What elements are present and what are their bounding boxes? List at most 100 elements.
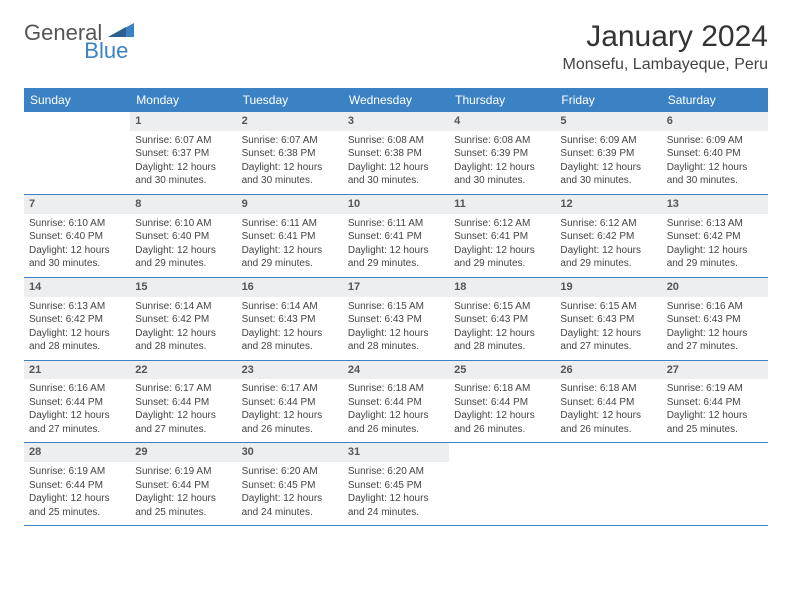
day-cell: 24Sunrise: 6:18 AMSunset: 6:44 PMDayligh… (343, 361, 449, 443)
day-cell: 25Sunrise: 6:18 AMSunset: 6:44 PMDayligh… (449, 361, 555, 443)
sunrise-text: Sunrise: 6:17 AM (135, 382, 231, 396)
sunset-text: Sunset: 6:43 PM (348, 313, 444, 327)
calendar-body: 1 Sunrise: 6:07 AMSunset: 6:37 PM Daylight… (24, 112, 768, 526)
daylight-text: Daylight: 12 hours and 25 minutes. (29, 492, 125, 519)
day-headers-row: SundayMondayTuesdayWednesdayThursdayFrid… (24, 88, 768, 112)
day-number: 30 (237, 443, 343, 462)
daylight-text: Daylight: 12 hours and 29 minutes. (348, 244, 444, 271)
day-cell: 30Sunrise: 6:20 AMSunset: 6:45 PMDayligh… (237, 443, 343, 525)
day-header: Saturday (662, 88, 768, 112)
sunset-text: Sunset: 6:42 PM (29, 313, 125, 327)
sunset-text: Sunset: 6:44 PM (560, 396, 656, 410)
day-number: 22 (130, 361, 236, 380)
day-number: 20 (662, 278, 768, 297)
sunrise-text: Sunrise: 6:15 AM (348, 300, 444, 314)
sunrise-text: Sunrise: 6:08 AM (348, 134, 444, 148)
daylight-text: Daylight: 12 hours and 26 minutes. (454, 409, 550, 436)
sunset-text: Sunset: 6:41 PM (454, 230, 550, 244)
day-cell: 5Sunrise: 6:09 AMSunset: 6:39 PMDaylight… (555, 112, 661, 194)
day-number: 18 (449, 278, 555, 297)
calendar: SundayMondayTuesdayWednesdayThursdayFrid… (24, 88, 768, 526)
daylight-text: Daylight: 12 hours and 27 minutes. (560, 327, 656, 354)
day-number: 4 (449, 112, 555, 131)
week-row: 28 Sunrise: 6:19 AMSunset: 6:44 PM Dayligh… (24, 443, 768, 526)
day-cell: 2Sunrise: 6:07 AMSunset: 6:38 PMDaylight… (237, 112, 343, 194)
daylight-text: Daylight: 12 hours and 27 minutes. (135, 409, 231, 436)
sunrise-text: Sunrise: 6:20 AM (242, 465, 338, 479)
week-row: 21Sunrise: 6:16 AMSunset: 6:44 PMDayligh… (24, 361, 768, 444)
day-cell: 23Sunrise: 6:17 AMSunset: 6:44 PMDayligh… (237, 361, 343, 443)
sunrise-text: Sunrise: 6:14 AM (135, 300, 231, 314)
day-cell: 7Sunrise: 6:10 AMSunset: 6:40 PMDaylight… (24, 195, 130, 277)
week-row: 7Sunrise: 6:10 AMSunset: 6:40 PMDaylight… (24, 195, 768, 278)
day-number: 27 (662, 361, 768, 380)
day-number: 14 (24, 278, 130, 297)
day-cell: 29Sunrise: 6:19 AMSunset: 6:44 PMDayligh… (130, 443, 236, 525)
daylight-text: Daylight: 12 hours and 28 minutes. (348, 327, 444, 354)
sunrise-text: Sunrise: 6:19 AM (667, 382, 763, 396)
daylight-text: Daylight: 12 hours and 29 minutes. (242, 244, 338, 271)
day-number: 17 (343, 278, 449, 297)
sunrise-text: Sunrise: 6:12 AM (454, 217, 550, 231)
day-cell: 21Sunrise: 6:16 AMSunset: 6:44 PMDayligh… (24, 361, 130, 443)
day-number: 1 (130, 112, 236, 131)
sunset-text: Sunset: 6:40 PM (135, 230, 231, 244)
daylight-text: Daylight: 12 hours and 30 minutes. (348, 161, 444, 188)
sunrise-text: Sunrise: 6:19 AM (135, 465, 231, 479)
daylight-text: Daylight: 12 hours and 30 minutes. (454, 161, 550, 188)
day-cell: 6Sunrise: 6:09 AMSunset: 6:40 PMDaylight… (662, 112, 768, 194)
sunset-text: Sunset: 6:43 PM (560, 313, 656, 327)
sunset-text: Sunset: 6:45 PM (348, 479, 444, 493)
day-number: 26 (555, 361, 661, 380)
day-header: Monday (130, 88, 236, 112)
sunset-text: Sunset: 6:40 PM (667, 147, 763, 161)
day-header: Friday (555, 88, 661, 112)
daylight-text: Daylight: 12 hours and 29 minutes. (667, 244, 763, 271)
day-number: 11 (449, 195, 555, 214)
sunset-text: Sunset: 6:37 PM (135, 147, 231, 161)
day-number: 21 (24, 361, 130, 380)
sunrise-text: Sunrise: 6:09 AM (667, 134, 763, 148)
day-cell: 10Sunrise: 6:11 AMSunset: 6:41 PMDayligh… (343, 195, 449, 277)
daylight-text: Daylight: 12 hours and 30 minutes. (667, 161, 763, 188)
sunrise-text: Sunrise: 6:15 AM (560, 300, 656, 314)
day-cell (449, 443, 555, 525)
daylight-text: Daylight: 12 hours and 25 minutes. (667, 409, 763, 436)
sunset-text: Sunset: 6:41 PM (242, 230, 338, 244)
day-cell: 28Sunrise: 6:19 AMSunset: 6:44 PMDayligh… (24, 443, 130, 525)
sunrise-text: Sunrise: 6:08 AM (454, 134, 550, 148)
day-header: Wednesday (343, 88, 449, 112)
day-cell: 14 Sunrise: 6:13 AMSunset: 6:42 PMDayligh… (24, 278, 130, 360)
location-text: Monsefu, Lambayeque, Peru (563, 56, 768, 74)
day-number: 31 (343, 443, 449, 462)
sunset-text: Sunset: 6:44 PM (135, 479, 231, 493)
day-cell (555, 443, 661, 525)
sunrise-text: Sunrise: 6:07 AM (135, 134, 231, 148)
sunset-text: Sunset: 6:39 PM (454, 147, 550, 161)
day-cell: 4 Sunrise: 6:08 AMSunset: 6:39 PMDaylight… (449, 112, 555, 194)
daylight-text: Daylight: 12 hours and 26 minutes. (560, 409, 656, 436)
sunset-text: Sunset: 6:42 PM (135, 313, 231, 327)
sunrise-text: Sunrise: 6:10 AM (135, 217, 231, 231)
day-number: 12 (555, 195, 661, 214)
daylight-text: Daylight: 12 hours and 29 minutes. (135, 244, 231, 271)
day-number: 28 (24, 443, 130, 462)
daylight-text: Daylight: 12 hours and 28 minutes. (29, 327, 125, 354)
day-cell: 31Sunrise: 6:20 AMSunset: 6:45 PMDayligh… (343, 443, 449, 525)
week-row: 1 Sunrise: 6:07 AMSunset: 6:37 PM Daylight… (24, 112, 768, 195)
day-cell: 16Sunrise: 6:14 AMSunset: 6:43 PMDayligh… (237, 278, 343, 360)
day-number: 15 (130, 278, 236, 297)
sunset-text: Sunset: 6:44 PM (135, 396, 231, 410)
day-number: 13 (662, 195, 768, 214)
day-cell: 18Sunrise: 6:15 AMSunset: 6:43 PMDayligh… (449, 278, 555, 360)
sunset-text: Sunset: 6:43 PM (242, 313, 338, 327)
daylight-text: Daylight: 12 hours and 26 minutes. (348, 409, 444, 436)
sunset-text: Sunset: 6:44 PM (348, 396, 444, 410)
day-header: Sunday (24, 88, 130, 112)
sunset-text: Sunset: 6:43 PM (454, 313, 550, 327)
day-number: 24 (343, 361, 449, 380)
daylight-text: Daylight: 12 hours and 30 minutes. (29, 244, 125, 271)
week-row: 14Sunrise: 6:13 AMSunset: 6:42 PMDayligh… (24, 278, 768, 361)
sunrise-text: Sunrise: 6:13 AM (29, 300, 125, 314)
sunrise-text: Sunrise: 6:14 AM (242, 300, 338, 314)
